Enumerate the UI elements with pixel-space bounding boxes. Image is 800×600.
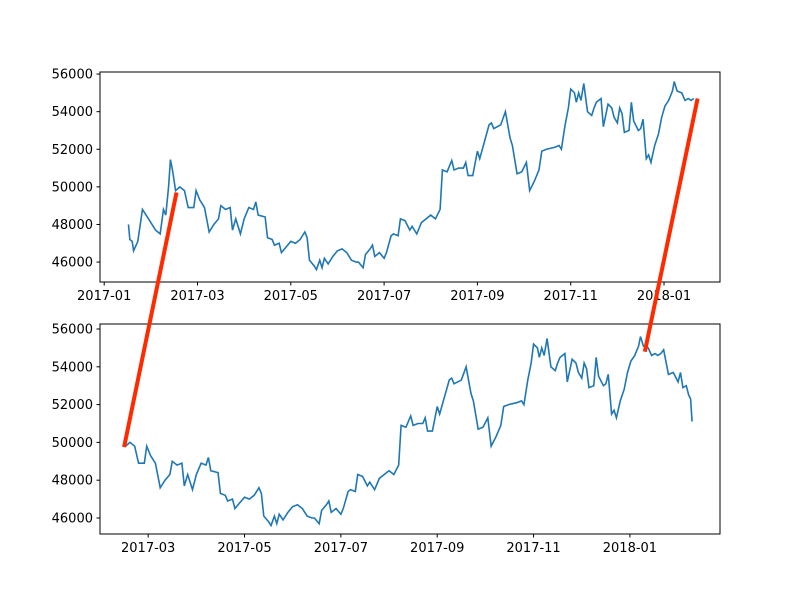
y-tick-label: 56000 <box>52 68 93 83</box>
axes-frame <box>99 323 721 535</box>
y-tick-label: 48000 <box>52 218 93 233</box>
x-tick-label: 2017-09 <box>450 289 504 304</box>
y-tick-label: 52000 <box>52 398 93 413</box>
x-tick-label: 2017-07 <box>314 541 368 556</box>
y-tick-label: 52000 <box>52 143 93 158</box>
x-tick-label: 2017-11 <box>544 289 598 304</box>
data-line <box>125 336 693 528</box>
x-tick-label: 2017-05 <box>264 289 318 304</box>
y-tick-label: 56000 <box>52 323 93 338</box>
y-tick-label: 50000 <box>52 436 93 451</box>
y-tick-label: 50000 <box>52 180 93 195</box>
x-tick-label: 2017-01 <box>77 289 131 304</box>
data-line <box>127 81 695 272</box>
x-tick-label: 2017-03 <box>170 289 224 304</box>
x-tick-label: 2017-05 <box>217 541 271 556</box>
y-tick-label: 46000 <box>52 256 93 271</box>
x-tick-label: 2017-09 <box>410 541 464 556</box>
x-tick-label: 2017-03 <box>121 541 175 556</box>
x-tick-label: 2018-01 <box>637 289 691 304</box>
y-tick-label: 54000 <box>52 360 93 375</box>
y-tick-label: 48000 <box>52 474 93 489</box>
connection <box>122 192 179 448</box>
y-tick-label: 46000 <box>52 511 93 526</box>
x-tick-label: 2017-11 <box>506 541 560 556</box>
x-tick-label: 2017-07 <box>357 289 411 304</box>
axes-frame <box>99 71 721 283</box>
connection <box>642 98 700 353</box>
x-tick-label: 2018-01 <box>603 541 657 556</box>
y-tick-label: 54000 <box>52 105 93 120</box>
